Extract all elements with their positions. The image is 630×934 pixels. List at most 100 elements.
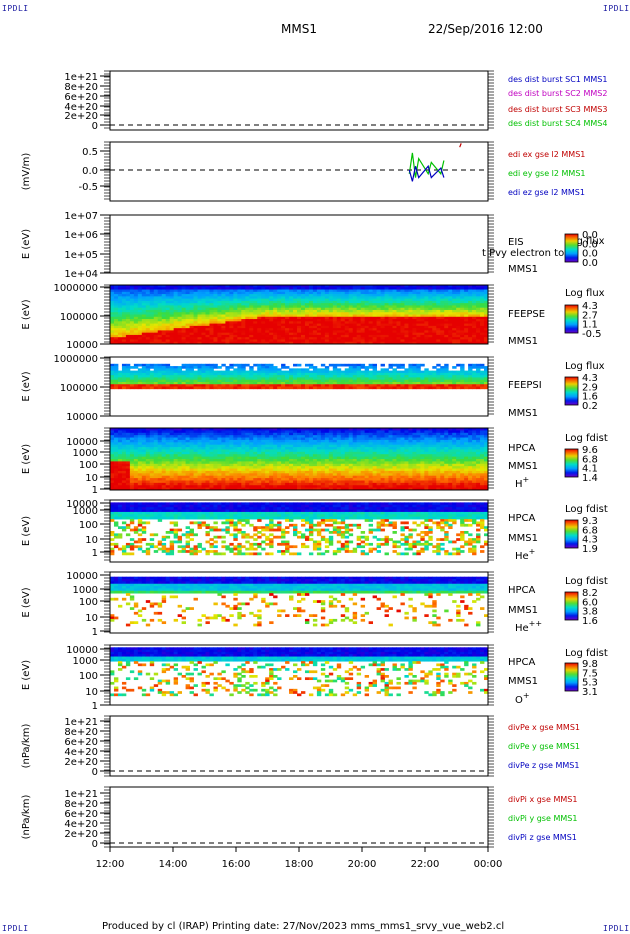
ylabel-divpi: (nPa/km) (21, 795, 32, 840)
tick-label-divpi: 2e+20 (64, 829, 98, 840)
spectrogram-feepsi (110, 363, 489, 390)
spectrogram-hpca_o (110, 647, 489, 697)
colorbar-label: 9.6 (582, 445, 598, 456)
tick-label-hpca_o: 1 (92, 701, 98, 712)
frame-feepse (109, 284, 489, 345)
colorbar-title: Log flux (565, 236, 605, 247)
overlay-label: t Pvy electron to (482, 248, 564, 259)
ylabel-hpca_hepp: E (eV) (21, 587, 32, 617)
legend-entry: divPe x gse MMS1 (508, 723, 580, 732)
tick-label-des: 1e+21 (64, 72, 98, 83)
colorbar-label: 9.8 (582, 659, 598, 670)
instrument-label: MMS1 (508, 533, 538, 544)
tick-label-hpca_hepp: 1000 (73, 585, 98, 596)
tick-label-des: 6e+20 (64, 92, 98, 103)
tick-label-edi: 0.0 (82, 166, 98, 177)
frame-des (109, 70, 489, 131)
tick-label-divpe: 0 (92, 767, 98, 778)
frame-edi (109, 141, 489, 202)
colorbar-title: Log fdist (565, 433, 608, 444)
species-label: He++ (515, 619, 542, 634)
panel-edi: 0.5 0.0 -0.5 (mV/m) edi ex gse l2 MMS1 edi ey… (21, 141, 586, 202)
ylabel-edi: (mV/m) (21, 153, 32, 191)
colorbar-label: 2.7 (582, 310, 598, 321)
colorbar-label: 4.1 (582, 464, 598, 475)
tick-label-eis: 1e+05 (64, 250, 98, 261)
colorbar-label: 4.3 (582, 373, 598, 384)
instrument-label: EIS (508, 237, 524, 248)
colorbar-label: 1.1 (582, 320, 598, 331)
species-label: H+ (515, 475, 529, 490)
tick-label-hpca_he: 1 (92, 548, 98, 559)
species-label: O+ (515, 691, 530, 706)
tick-label-des: 0 (92, 121, 98, 132)
colorbar-label: 6.8 (582, 525, 598, 536)
colorbar-title: Log fdist (565, 504, 608, 515)
ylabel-hpca_he: E (eV) (21, 516, 32, 546)
legend-entry: edi ez gse l2 MMS1 (508, 188, 585, 197)
instrument-label: FEEPSI (508, 380, 542, 391)
ylabel-feepse: E (eV) (21, 299, 32, 329)
colorbar-label: 0.2 (582, 401, 598, 412)
tick-label-hpca_h: 1 (92, 485, 98, 496)
tick-label-hpca_hepp: 10000 (66, 571, 98, 582)
time-axis: 12:00 14:00 16:00 18:00 20:00 22:00 00:00 (96, 847, 503, 870)
frame-divpi (109, 786, 489, 848)
time-tick-label: 12:00 (96, 859, 125, 870)
instrument-label: MMS1 (508, 264, 538, 275)
legend-entry: divPe y gse MMS1 (508, 742, 580, 751)
time-tick-label: 16:00 (222, 859, 251, 870)
instrument-label: FEEPSE (508, 309, 545, 320)
tick-label-divpi: 8e+20 (64, 799, 98, 810)
tick-label-feepsi: 1000000 (53, 354, 98, 365)
tick-label-divpe: 8e+20 (64, 727, 98, 738)
tick-label-hpca_he: 100 (79, 520, 98, 531)
tick-label-hpca_h: 1000 (73, 448, 98, 459)
tick-label-hpca_hepp: 1 (92, 627, 98, 638)
panel-eis: 1e+07 1e+06 1e+05 1e+04 E (eV) EIS MMS1 t Pvy e… (21, 211, 605, 280)
instrument-label: HPCA (508, 513, 536, 524)
colorbar (564, 519, 579, 549)
tick-label-des: 8e+20 (64, 82, 98, 93)
tick-label-eis: 1e+06 (64, 230, 98, 241)
frame-hpca_h (109, 427, 489, 491)
tick-label-feepsi: 10000 (66, 412, 98, 423)
datetime-title: 22/Sep/2016 12:00 (428, 22, 543, 36)
colorbar-label: 0.0 (582, 249, 598, 260)
legend-entry: des dist burst SC2 MMS2 (508, 89, 607, 98)
colorbar-label: 3.1 (582, 687, 598, 698)
tick-label-eis: 1e+04 (64, 269, 98, 280)
spectrogram-hpca_h (110, 428, 489, 491)
legend-entry: des dist burst SC4 MMS4 (508, 119, 607, 128)
series-line-2 (459, 143, 462, 148)
tick-label-hpca_hepp: 100 (79, 597, 98, 608)
tick-label-divpe: 4e+20 (64, 747, 98, 758)
tick-label-divpi: 1e+21 (64, 789, 98, 800)
ylabel-hpca_o: E (eV) (21, 660, 32, 690)
time-tick-label: 14:00 (159, 859, 188, 870)
legend-entry: divPi y gse MMS1 (508, 814, 577, 823)
tick-label-edi: 0.5 (82, 147, 98, 158)
spectrogram-hpca_he (110, 502, 489, 556)
time-tick-label: 00:00 (474, 859, 503, 870)
colorbar (564, 376, 579, 406)
spacecraft-title: MMS1 (281, 22, 317, 36)
colorbar-label: 4.3 (582, 301, 598, 312)
legend-entry: des dist burst SC3 MMS3 (508, 105, 607, 114)
tick-label-hpca_hepp: 10 (85, 613, 98, 624)
time-tick-label: 20:00 (348, 859, 377, 870)
colorbar-label: 8.2 (582, 588, 598, 599)
corner-label-top-left: IPDLI (2, 4, 29, 13)
colorbar-label: 3.8 (582, 607, 598, 618)
colorbar-label: 9.3 (582, 516, 598, 527)
colorbar-label: 1.9 (582, 544, 598, 555)
colorbar-label: 2.9 (582, 382, 598, 393)
tick-label-edi: -0.5 (78, 182, 98, 193)
tick-label-hpca_h: 10 (85, 473, 98, 484)
instrument-label: HPCA (508, 443, 536, 454)
